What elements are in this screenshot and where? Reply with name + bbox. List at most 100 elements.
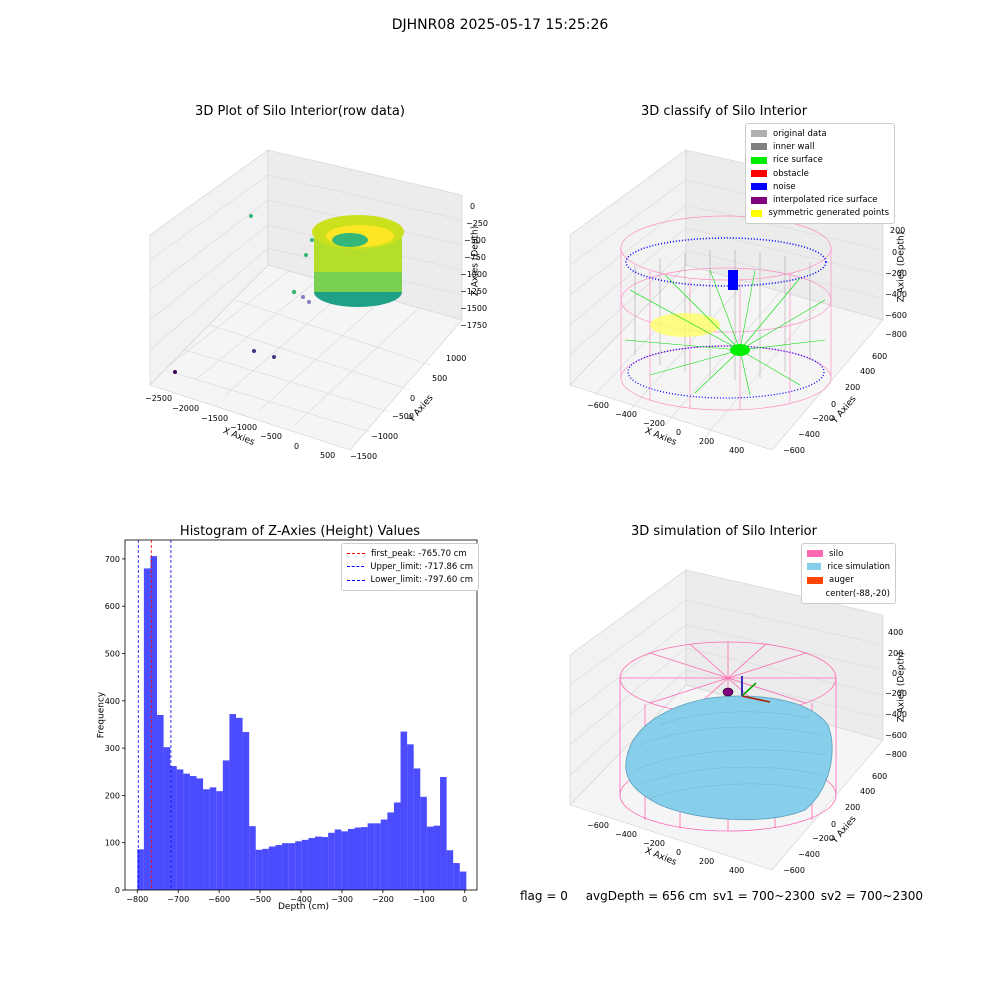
histogram-bar — [183, 773, 190, 890]
simulation-zlabel: Z Axies (Depth) — [896, 651, 907, 723]
raw-3d-plot — [149, 149, 463, 451]
classify-ytick: 0 — [831, 400, 837, 409]
histogram-bar — [176, 769, 184, 890]
simulation-xtick: −400 — [615, 830, 637, 839]
x-tick-label: −500 — [249, 895, 271, 904]
y-tick-label: 300 — [105, 744, 120, 753]
histogram-bar — [334, 829, 342, 890]
legend-item: original data — [751, 127, 889, 140]
legend-item: obstacle — [751, 167, 889, 180]
histogram-bar — [446, 850, 454, 890]
simulation-ytick: 400 — [860, 787, 876, 796]
x-tick-label: −600 — [208, 895, 230, 904]
figure-title: DJHNR08 2025-05-17 15:25:26 — [391, 17, 609, 33]
raw-ztick: −1000 — [460, 270, 488, 279]
raw-xtick: −1000 — [230, 423, 258, 432]
simulation-xtick: −600 — [587, 821, 609, 830]
legend-item: rice surface — [751, 154, 889, 167]
raw-ztick: −250 — [466, 219, 488, 228]
raw-ytick: −1000 — [371, 432, 399, 441]
legend-swatch — [751, 196, 767, 204]
raw-xtick: −500 — [260, 432, 282, 441]
histogram-bar — [216, 791, 223, 890]
raw-xtick: −2000 — [172, 404, 200, 413]
legend-label: Upper_limit: -717.86 cm — [370, 561, 473, 572]
classify-3d-plot — [569, 149, 884, 451]
y-tick-label: 500 — [105, 650, 120, 659]
simulation-ytick: −400 — [798, 850, 820, 859]
legend-label: original data — [773, 128, 827, 139]
y-tick-label: 100 — [105, 839, 120, 848]
histogram-bar — [440, 776, 447, 890]
raw-ytick: 500 — [432, 374, 448, 383]
y-tick-label: 200 — [105, 791, 120, 800]
histogram-bar — [196, 778, 204, 890]
classify-legend: original data inner wall rice surface ob… — [745, 123, 895, 225]
histogram-bar — [328, 832, 335, 890]
histogram-bar — [255, 849, 263, 890]
legend-item: noise — [751, 180, 889, 193]
legend-line — [347, 579, 365, 581]
simulation-ztick: −800 — [885, 750, 907, 759]
histogram-bar — [189, 776, 197, 890]
histogram-bar — [341, 831, 348, 890]
simulation-xtick: 400 — [729, 866, 745, 875]
raw-xtick: −2500 — [145, 394, 173, 403]
legend-label: inner wall — [773, 141, 815, 152]
simulation-ytick: 200 — [845, 803, 861, 812]
raw-ytick: −1500 — [350, 452, 378, 461]
simulation-ytick: −600 — [783, 866, 805, 875]
histogram-bar — [407, 744, 414, 890]
simulation-ztick: −400 — [885, 710, 907, 719]
x-tick-label: −100 — [413, 895, 435, 904]
classify-ytick: 600 — [872, 352, 888, 361]
histogram-title: Histogram of Z-Axies (Height) Values — [179, 524, 421, 539]
raw-ztick: −1750 — [460, 321, 488, 330]
histogram-bar — [157, 715, 164, 890]
raw-ytick: 1000 — [446, 354, 467, 363]
histogram-bar — [453, 863, 460, 890]
raw-plot-title: 3D Plot of Silo Interior(row data) — [195, 104, 405, 119]
classify-ztick: 0 — [892, 248, 898, 257]
simulation-legend: silo rice simulation auger center(-88,-2… — [801, 543, 896, 605]
classify-xtick: 0 — [676, 428, 682, 437]
legend-label: interpolated rice surface — [773, 195, 878, 206]
classify-xtick: −400 — [615, 410, 637, 419]
legend-label: Lower_limit: -797.60 cm — [370, 575, 473, 586]
histogram-bar — [354, 827, 362, 890]
classify-xtick: −600 — [587, 401, 609, 410]
histogram-bar — [275, 845, 283, 890]
raw-xtick: −1500 — [201, 414, 229, 423]
simulation-xtick: −200 — [643, 839, 665, 848]
simulation-3d-plot — [569, 569, 884, 871]
raw-ztick: −750 — [464, 253, 486, 262]
legend-item: Lower_limit: -797.60 cm — [347, 574, 473, 587]
classify-zlabel: Z Axies (Depth) — [896, 231, 907, 303]
histogram-bar — [137, 849, 144, 890]
legend-swatch — [807, 563, 822, 571]
raw-ztick: −500 — [464, 236, 486, 245]
simulation-xtick: 200 — [699, 857, 715, 866]
legend-label: silo — [829, 548, 844, 559]
raw-ztick: 0 — [470, 202, 476, 211]
histogram-bar — [163, 747, 171, 890]
simulation-ztick: −600 — [885, 731, 907, 740]
legend-item: first_peak: -765.70 cm — [347, 547, 473, 560]
histogram-bar — [426, 826, 434, 890]
histogram-ylabel: Frequency — [96, 691, 107, 739]
histogram-bar — [301, 839, 309, 890]
histogram-bar — [374, 823, 381, 890]
histogram-bar — [288, 843, 296, 890]
histogram-bar — [400, 731, 408, 890]
histogram-bar — [229, 714, 237, 890]
histogram-bar — [420, 796, 427, 890]
raw-xtick: 500 — [320, 451, 336, 460]
legend-label: center(-88,-20) — [825, 588, 890, 599]
histogram-bar — [367, 823, 375, 890]
status-line: flag = 0 avgDepth = 656 cm sv1 = 700~230… — [520, 889, 923, 903]
histogram-bar — [203, 789, 210, 890]
simulation-ztick: −200 — [885, 689, 907, 698]
classify-xtick: 400 — [729, 446, 745, 455]
legend-item: center(-88,-20) — [807, 587, 890, 600]
histogram-bar — [262, 848, 269, 890]
